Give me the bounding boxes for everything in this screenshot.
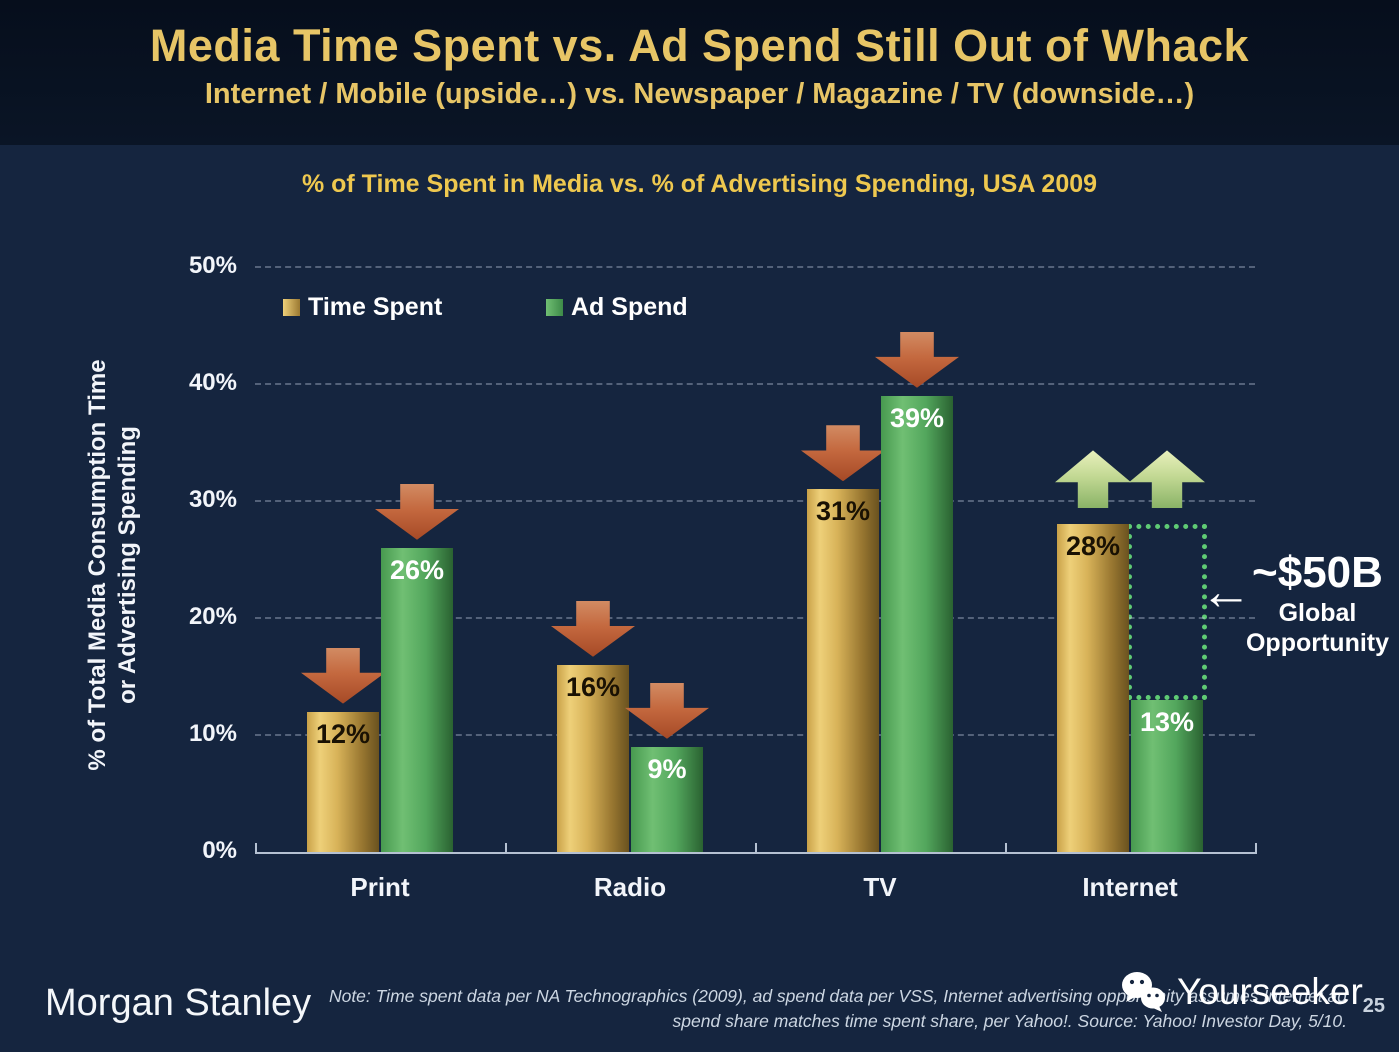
legend-label-ad-spend: Ad Spend: [571, 293, 688, 321]
y-tick-10: 10%: [188, 720, 237, 747]
legend-item-time-spent: Time Spent: [283, 293, 442, 322]
x-label-print: Print: [350, 872, 410, 902]
slide-header: Media Time Spent vs. Ad Spend Still Out …: [0, 0, 1399, 145]
legend-swatch-ad-spend: [546, 299, 563, 316]
down-arrow-icon: [375, 483, 459, 540]
legend-label-time-spent: Time Spent: [308, 293, 443, 321]
y-tick-0: 0%: [202, 837, 237, 864]
gridline-10: [255, 734, 1255, 736]
legend-swatch-time-spent: [283, 299, 300, 316]
bar-value-tv-ad-spend: 39%: [889, 402, 945, 433]
x-axis-tick: [1005, 843, 1007, 852]
gridline-40: [255, 383, 1255, 385]
x-axis-tick: [755, 843, 757, 852]
chart-title: % of Time Spent in Media vs. % of Advert…: [301, 170, 1098, 198]
opportunity-label-line1: Global: [1278, 599, 1357, 627]
x-axis-tick: [1255, 843, 1257, 852]
x-label-tv: TV: [863, 872, 897, 902]
bar-radio-ad-spend: 9%: [631, 746, 703, 852]
y-tick-20: 20%: [188, 603, 237, 630]
bar-tv-time-spent: 31%: [807, 489, 879, 852]
down-arrow-icon: [875, 331, 959, 388]
watermark: Yourseeker: [1115, 968, 1363, 1016]
gridline-50: [255, 266, 1255, 268]
opportunity-dotted-box: [1127, 524, 1207, 700]
x-axis-tick: [505, 843, 507, 852]
source-note-line2: spend share matches time spent share, pe…: [672, 1011, 1347, 1031]
x-axis-line: [255, 852, 1257, 854]
bar-value-print-time-spent: 12%: [315, 718, 371, 749]
opportunity-annotation: ~$50B Global Opportunity: [1240, 548, 1395, 658]
y-axis-label-line2: or Advertising Spending: [114, 426, 141, 704]
bar-value-radio-ad-spend: 9%: [647, 753, 687, 784]
bar-internet-time-spent: 28%: [1057, 524, 1129, 852]
opportunity-value: ~$50B: [1252, 548, 1383, 597]
opportunity-label-line2: Opportunity: [1245, 629, 1390, 657]
gridline-30: [255, 500, 1255, 502]
bar-value-radio-time-spent: 16%: [565, 671, 621, 702]
left-arrow-icon: ←: [1200, 563, 1252, 621]
bar-tv-ad-spend: 39%: [881, 395, 953, 852]
bar-value-internet-ad-spend: 13%: [1139, 706, 1195, 737]
x-label-radio: Radio: [593, 872, 667, 902]
y-axis-label-line1: % of Total Media Consumption Time: [84, 359, 111, 771]
down-arrow-icon: [301, 647, 385, 704]
page-number: 25: [1362, 995, 1385, 1017]
wechat-icon: [1122, 972, 1165, 1012]
bar-print-ad-spend: 26%: [381, 547, 453, 852]
y-tick-30: 30%: [188, 486, 237, 513]
bar-print-time-spent: 12%: [307, 711, 379, 852]
down-arrow-icon: [551, 600, 635, 657]
slide-subtitle: Internet / Mobile (upside…) vs. Newspape…: [204, 78, 1195, 110]
source-note-line1: Note: Time spent data per NA Technograph…: [328, 986, 1347, 1006]
gridline-20: [255, 617, 1255, 619]
down-arrow-icon: [625, 682, 709, 739]
down-arrow-icon: [801, 425, 885, 482]
y-tick-50: 50%: [188, 252, 237, 279]
morgan-stanley-logo: Morgan Stanley: [45, 982, 312, 1024]
bar-value-print-ad-spend: 26%: [389, 554, 445, 585]
slide-title: Media Time Spent vs. Ad Spend Still Out …: [149, 20, 1250, 71]
bar-value-tv-time-spent: 31%: [815, 496, 871, 527]
source-note: Note: Time spent data per NA Technograph…: [317, 984, 1347, 1034]
watermark-text: Yourseeker: [1177, 971, 1363, 1012]
bar-value-internet-time-spent: 28%: [1065, 531, 1121, 562]
x-axis-tick: [255, 843, 257, 852]
y-tick-40: 40%: [188, 369, 237, 396]
legend-item-ad-spend: Ad Spend: [546, 293, 688, 322]
bar-internet-ad-spend: 13%: [1131, 699, 1203, 852]
x-label-internet: Internet: [1082, 872, 1178, 902]
bar-radio-time-spent: 16%: [557, 664, 629, 852]
